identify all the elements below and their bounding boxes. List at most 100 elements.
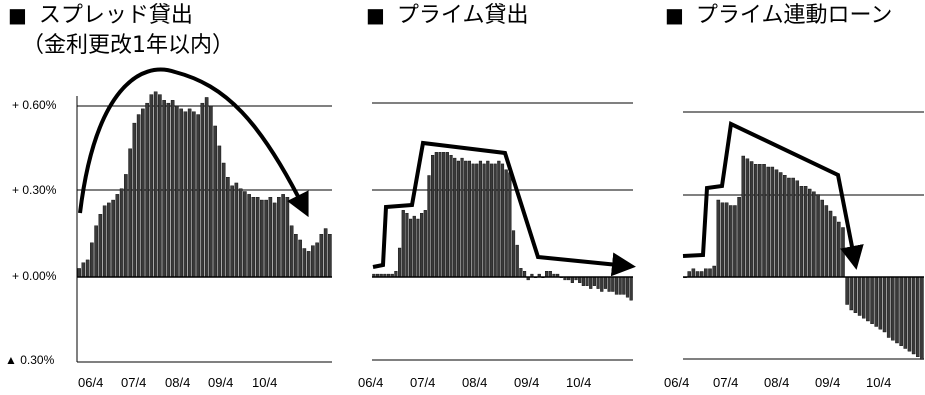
bar <box>508 172 512 278</box>
x-tick-label: 09/4 <box>815 375 841 390</box>
bar <box>311 245 315 278</box>
bar <box>886 276 891 338</box>
bar <box>464 160 468 278</box>
bar <box>298 239 302 278</box>
bar <box>882 276 887 333</box>
bar <box>277 196 281 278</box>
bar <box>899 276 903 346</box>
bar <box>136 114 141 278</box>
bar <box>107 202 111 278</box>
trend-arrow <box>682 121 864 270</box>
y-tick-label: + 0.30% <box>12 183 57 197</box>
bar <box>85 259 90 278</box>
bar <box>460 157 464 278</box>
x-tick-label: 06/4 <box>664 375 690 390</box>
bar <box>548 271 552 278</box>
bar <box>504 169 508 278</box>
x-tick-label: 07/4 <box>713 375 739 390</box>
trend-arrow <box>78 67 309 218</box>
bar <box>145 102 149 278</box>
bar <box>431 154 435 278</box>
bar <box>434 152 438 278</box>
x-tick-label: 10/4 <box>252 375 278 390</box>
bar <box>187 108 192 278</box>
bar <box>416 218 420 278</box>
bar <box>758 164 762 278</box>
bar <box>255 196 260 278</box>
bar <box>401 210 405 278</box>
bar <box>423 210 427 278</box>
bar <box>570 276 574 284</box>
bar <box>196 114 200 278</box>
bar <box>493 163 497 278</box>
bar <box>849 276 854 311</box>
bar <box>445 152 449 278</box>
x-tick-label: 06/4 <box>78 375 104 390</box>
bar <box>149 94 154 278</box>
bar <box>166 102 171 278</box>
y-tick-label: + 0.00% <box>12 269 57 283</box>
bar <box>213 125 217 278</box>
y-tick-label: ▲ 0.30% <box>5 353 55 367</box>
bar <box>192 111 196 278</box>
bar <box>238 188 243 278</box>
bar <box>791 177 795 278</box>
bar <box>328 234 332 278</box>
bar <box>708 268 712 278</box>
bar <box>629 276 633 301</box>
chart-1-title-text: スプレッド貸出 <box>38 3 193 28</box>
bar <box>323 228 328 278</box>
bar <box>787 177 791 278</box>
bar <box>319 234 324 278</box>
x-tick-label: 08/4 <box>462 375 488 390</box>
bar <box>845 276 849 305</box>
chart-1-subtitle: （金利更改1年以内） <box>22 33 234 58</box>
bar <box>704 268 708 278</box>
x-tick-label: 06/4 <box>358 375 384 390</box>
bar <box>438 152 442 278</box>
bar <box>607 276 611 292</box>
bar <box>272 202 277 278</box>
bar <box>874 276 878 327</box>
bar <box>522 271 527 278</box>
bar <box>603 276 608 289</box>
bar <box>625 276 630 298</box>
bar <box>260 199 264 278</box>
bar <box>306 251 311 278</box>
bar <box>853 276 858 313</box>
bar <box>209 105 213 278</box>
bar <box>77 268 81 278</box>
bar <box>861 276 866 319</box>
x-tick-label: 08/4 <box>165 375 191 390</box>
bar <box>807 188 812 278</box>
bar <box>712 265 716 278</box>
bar <box>497 160 501 278</box>
bar <box>824 205 829 278</box>
bar <box>745 158 750 278</box>
bar <box>217 145 222 278</box>
bar <box>720 202 725 278</box>
bar <box>545 271 549 278</box>
chart-2-title-text: プライム貸出 <box>396 3 529 28</box>
bar <box>456 160 460 278</box>
y-tick-label: + 0.60% <box>12 98 57 112</box>
bar <box>94 225 98 278</box>
bar <box>770 166 775 278</box>
x-tick-label: 07/4 <box>121 375 147 390</box>
bar <box>420 212 424 278</box>
bar <box>475 163 479 278</box>
bar <box>891 276 895 341</box>
bar <box>596 276 600 289</box>
bar <box>141 108 145 278</box>
bar <box>153 91 158 278</box>
bar <box>183 111 188 278</box>
bar <box>799 186 804 278</box>
bar <box>589 276 593 289</box>
x-tick-label: 07/4 <box>410 375 436 390</box>
bar <box>622 276 626 295</box>
bar <box>795 180 800 278</box>
bar <box>467 160 472 278</box>
bar <box>878 276 883 330</box>
bar <box>179 108 183 278</box>
bar <box>866 276 870 322</box>
